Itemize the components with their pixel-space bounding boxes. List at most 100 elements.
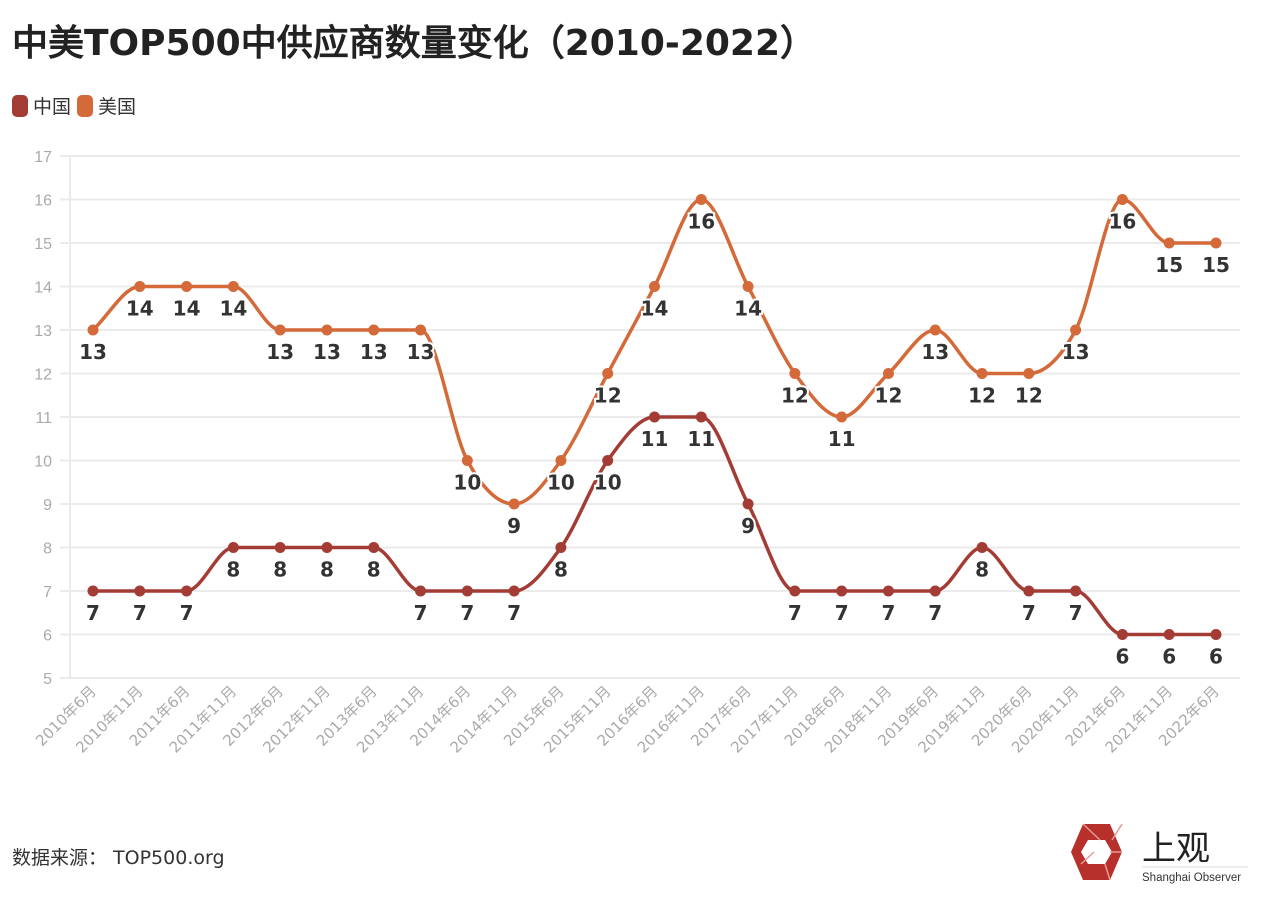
source-note: 数据来源： TOP500.org	[12, 847, 225, 869]
data-point-china	[789, 585, 801, 597]
data-point-china	[1023, 585, 1035, 597]
data-point-usa	[649, 281, 660, 292]
y-tick-label: 13	[34, 323, 52, 340]
data-label-china: 7	[180, 601, 194, 625]
data-label-china: 8	[975, 558, 989, 582]
legend-label-china: 中国	[33, 96, 72, 118]
data-label-china: 7	[1022, 601, 1036, 625]
legend-label-usa: 美国	[98, 96, 137, 118]
data-label-usa: 13	[407, 340, 435, 364]
data-label-china: 7	[881, 601, 895, 625]
data-point-china	[134, 585, 146, 597]
data-point-usa	[1116, 194, 1128, 205]
data-label-china: 7	[507, 601, 521, 625]
y-tick-label: 16	[34, 193, 52, 210]
legend: 中国 美国	[12, 92, 142, 119]
data-point-china	[508, 585, 520, 597]
data-label-china: 7	[133, 601, 147, 625]
data-label-usa: 13	[921, 340, 949, 364]
data-point-usa	[1023, 368, 1035, 379]
data-point-china	[181, 585, 193, 597]
y-tick-label: 11	[35, 410, 52, 427]
legend-item-usa[interactable]: 美国	[77, 92, 136, 119]
data-label-china: 7	[928, 601, 942, 625]
data-label-china: 7	[1069, 601, 1083, 625]
data-point-usa	[882, 368, 894, 379]
data-label-china: 6	[1115, 645, 1129, 669]
data-point-china	[415, 585, 427, 597]
data-label-usa: 10	[547, 471, 575, 495]
data-point-usa	[1163, 237, 1175, 249]
data-label-usa: 12	[1015, 384, 1043, 408]
data-point-china	[321, 542, 333, 553]
legend-swatch-china	[12, 94, 28, 117]
data-label-usa: 15	[1155, 253, 1183, 277]
data-label-usa: 12	[968, 384, 996, 408]
data-point-usa	[1210, 237, 1222, 249]
data-label-usa: 12	[875, 384, 903, 408]
data-point-china	[1070, 585, 1082, 597]
data-point-usa	[181, 281, 193, 292]
data-label-usa: 9	[507, 514, 521, 538]
data-point-china	[555, 542, 567, 553]
data-label-usa: 13	[266, 340, 294, 364]
data-label-usa: 12	[594, 384, 622, 408]
data-label-usa: 13	[1062, 340, 1090, 364]
data-point-usa	[789, 368, 801, 379]
data-point-china	[976, 542, 988, 553]
data-label-china: 11	[641, 427, 669, 451]
data-point-china	[1116, 629, 1128, 640]
logo-subtitle: Shanghai Observer	[1142, 872, 1241, 884]
data-point-usa	[368, 324, 380, 336]
data-label-china: 7	[788, 601, 802, 625]
data-point-usa	[555, 455, 567, 466]
data-point-china	[649, 411, 660, 423]
data-point-china	[1210, 629, 1222, 640]
data-point-china	[1163, 629, 1175, 640]
data-label-usa: 11	[828, 427, 856, 451]
data-label-china: 8	[273, 558, 287, 582]
data-point-china	[929, 585, 941, 597]
y-tick-label: 12	[34, 367, 52, 384]
data-label-china: 8	[554, 558, 568, 582]
data-point-usa	[227, 281, 239, 292]
data-point-usa	[415, 324, 427, 336]
data-point-usa	[695, 194, 707, 205]
data-label-china: 7	[835, 601, 849, 625]
data-point-usa	[1070, 324, 1082, 336]
logo-hexagon-icon	[1071, 823, 1123, 881]
data-point-china	[742, 498, 754, 510]
data-label-china: 7	[86, 601, 100, 625]
data-label-usa: 14	[734, 297, 762, 321]
data-label-china: 11	[687, 427, 715, 451]
data-point-usa	[274, 324, 286, 336]
data-label-usa: 14	[641, 297, 669, 321]
data-point-china	[695, 411, 707, 423]
data-point-china	[602, 455, 614, 466]
legend-swatch-usa	[77, 94, 94, 117]
data-point-usa	[836, 411, 848, 423]
data-label-usa: 16	[687, 210, 715, 234]
data-label-usa: 14	[126, 297, 154, 321]
y-tick-label: 7	[43, 584, 52, 601]
data-label-china: 10	[594, 471, 622, 495]
data-label-china: 6	[1209, 645, 1223, 669]
data-point-china	[882, 585, 894, 597]
data-label-usa: 10	[453, 471, 481, 495]
data-point-usa	[508, 498, 520, 510]
y-tick-label: 5	[43, 671, 52, 688]
chart-title: 中美TOP500中供应商数量变化（2010-2022）	[12, 23, 817, 64]
data-point-china	[836, 585, 848, 597]
data-label-china: 6	[1162, 645, 1176, 669]
y-tick-label: 8	[43, 541, 52, 558]
data-label-usa: 16	[1108, 210, 1136, 234]
data-label-usa: 12	[781, 384, 809, 408]
y-tick-label: 6	[43, 628, 52, 645]
data-label-china: 7	[414, 601, 428, 625]
y-tick-label: 9	[43, 497, 52, 514]
legend-item-china[interactable]: 中国	[12, 92, 71, 119]
data-label-china: 9	[741, 514, 755, 538]
data-label-usa: 13	[360, 340, 388, 364]
